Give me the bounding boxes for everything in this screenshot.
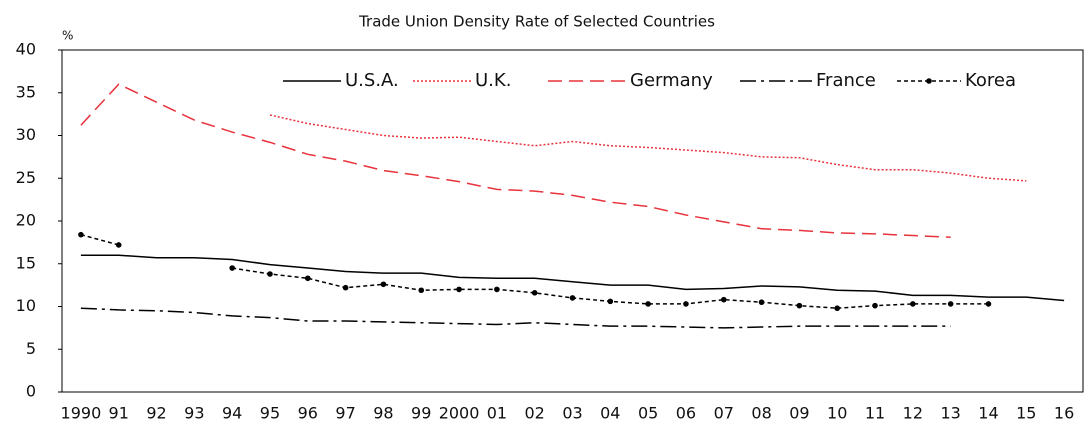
x-tick-label: 02	[525, 404, 545, 423]
legend-marker	[926, 78, 932, 84]
series-marker	[380, 281, 387, 288]
series-line	[80, 254, 1065, 302]
series-marker	[947, 301, 954, 307]
series-marker	[607, 298, 614, 305]
x-tick-label: 1990	[61, 404, 102, 423]
x-tick-label: 16	[1054, 404, 1074, 423]
x-tick-label: 93	[184, 404, 204, 423]
series-marker	[267, 271, 273, 277]
x-tick-label: 14	[978, 404, 998, 423]
series-line	[80, 233, 119, 246]
x-tick-label: 10	[827, 404, 847, 423]
series-marker	[796, 302, 803, 309]
series-marker	[720, 296, 727, 303]
x-tick-label: 13	[940, 404, 960, 423]
series-marker	[115, 242, 122, 248]
series-marker	[758, 299, 765, 306]
series-marker	[494, 286, 500, 293]
x-tick-label: 11	[865, 404, 885, 423]
x-tick-label: 91	[109, 404, 129, 423]
y-tick-label: 10	[16, 296, 36, 315]
series-marker	[78, 231, 84, 238]
legend-label: Germany	[630, 70, 713, 91]
series-marker	[910, 301, 916, 307]
y-tick-label: 25	[16, 168, 36, 187]
x-tick-label: 15	[1016, 404, 1036, 423]
series-marker	[418, 287, 425, 294]
x-tick-label: 09	[789, 404, 809, 423]
x-tick-label: 12	[903, 404, 923, 423]
x-tick-label: 01	[487, 404, 507, 423]
series-marker	[304, 275, 311, 282]
x-tick-label: 04	[600, 404, 620, 423]
series-marker	[229, 265, 235, 271]
y-unit: %	[62, 29, 73, 43]
x-tick-label: 94	[222, 404, 242, 423]
x-tick-label: 2000	[439, 404, 480, 423]
x-tick-label: 07	[714, 404, 734, 423]
y-tick-label: 20	[16, 211, 36, 230]
series-marker	[531, 290, 538, 296]
y-tick-label: 35	[16, 82, 36, 101]
series-marker	[834, 305, 841, 312]
x-tick-label: 97	[335, 404, 355, 423]
x-tick-label: 95	[260, 404, 280, 423]
y-tick-label: 0	[26, 382, 36, 401]
legend-label: Korea	[965, 70, 1016, 91]
series-line	[269, 114, 1027, 182]
y-tick-label: 5	[26, 339, 36, 358]
x-tick-label: 08	[751, 404, 771, 423]
legend-label: France	[816, 70, 876, 91]
series-line	[80, 307, 951, 329]
series-line	[80, 83, 951, 238]
y-tick-label: 40	[16, 40, 36, 59]
x-tick-label: 99	[411, 404, 431, 423]
series-marker	[456, 286, 462, 293]
x-tick-label: 98	[373, 404, 393, 423]
x-tick-label: 03	[562, 404, 582, 423]
series-marker	[342, 284, 349, 291]
plot-frame	[61, 49, 1084, 393]
series-marker	[985, 301, 992, 307]
x-tick-label: 96	[298, 404, 318, 423]
y-tick-label: 15	[16, 253, 36, 272]
x-tick-label: 06	[676, 404, 696, 423]
series-marker	[645, 301, 651, 307]
x-tick-label: 05	[638, 404, 658, 423]
chart-title: Trade Union Density Rate of Selected Cou…	[358, 13, 715, 31]
legend-label: U.S.A.	[345, 70, 399, 91]
y-tick-label: 30	[16, 125, 36, 144]
x-tick-label: 92	[146, 404, 166, 423]
series-marker	[569, 295, 576, 301]
series-marker	[683, 301, 689, 307]
legend-label: U.K.	[475, 70, 511, 91]
series-marker	[872, 302, 878, 309]
